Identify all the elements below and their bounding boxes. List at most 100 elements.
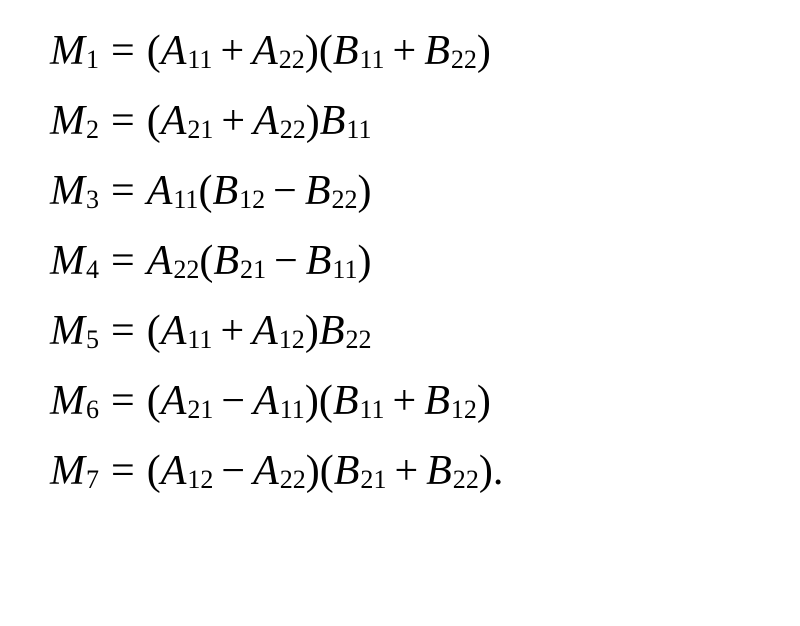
terminal-punct: . (493, 450, 504, 492)
lhs-subscript: 2 (86, 117, 99, 143)
equation-row: M6=(A21−A11)(B11+B12) (50, 380, 750, 422)
term-subscript: 11 (280, 397, 305, 423)
paren-open: ( (147, 100, 161, 142)
term-variable: B (424, 30, 450, 72)
term-variable: B (306, 240, 332, 282)
lhs-variable: M (50, 240, 85, 282)
term-subscript: 11 (332, 257, 357, 283)
equals-sign: = (111, 170, 135, 212)
paren-open: ( (147, 30, 161, 72)
lhs-subscript: 5 (86, 327, 99, 353)
equation-row: M2=(A21+A22)B11 (50, 100, 750, 142)
paren-open: ( (198, 170, 212, 212)
paren-close: ) (305, 310, 319, 352)
term-variable: A (253, 100, 279, 142)
operator: − (274, 240, 298, 282)
term-variable: A (253, 380, 279, 422)
term-variable: B (333, 30, 359, 72)
equation-row: M7=(A12−A22)(B21+B22). (50, 450, 750, 492)
term-variable: A (147, 170, 173, 212)
term-subscript: 22 (280, 467, 306, 493)
term-variable: B (334, 450, 360, 492)
operator: − (221, 380, 245, 422)
term-variable: A (253, 450, 279, 492)
term-subscript: 12 (187, 467, 213, 493)
operator: + (221, 100, 245, 142)
term-subscript: 12 (279, 327, 305, 353)
term-variable: A (161, 450, 187, 492)
paren-close: ) (477, 30, 491, 72)
paren-open: ( (147, 450, 161, 492)
term-variable: A (161, 310, 187, 352)
term-subscript: 11 (346, 117, 371, 143)
term-subscript: 12 (451, 397, 477, 423)
term-subscript: 11 (359, 47, 384, 73)
equals-sign: = (111, 30, 135, 72)
term-variable: A (161, 380, 187, 422)
term-variable: B (319, 310, 345, 352)
paren-open: ( (320, 450, 334, 492)
term-subscript: 22 (345, 327, 371, 353)
lhs-variable: M (50, 310, 85, 352)
operator: + (394, 450, 418, 492)
equals-sign: = (111, 100, 135, 142)
term-subscript: 22 (173, 257, 199, 283)
term-subscript: 22 (280, 117, 306, 143)
equation-row: M1=(A11+A22)(B11+B22) (50, 30, 750, 72)
equals-sign: = (111, 450, 135, 492)
term-variable: B (424, 380, 450, 422)
operator: − (273, 170, 297, 212)
lhs-subscript: 4 (86, 257, 99, 283)
term-variable: A (161, 100, 187, 142)
term-variable: B (213, 240, 239, 282)
lhs-variable: M (50, 380, 85, 422)
lhs-subscript: 1 (86, 47, 99, 73)
operator: + (220, 310, 244, 352)
term-variable: A (161, 30, 187, 72)
term-subscript: 12 (239, 187, 265, 213)
term-variable: A (252, 30, 278, 72)
lhs-variable: M (50, 450, 85, 492)
term-subscript: 22 (279, 47, 305, 73)
term-variable: B (320, 100, 346, 142)
paren-close: ) (358, 240, 372, 282)
lhs-variable: M (50, 100, 85, 142)
equals-sign: = (111, 240, 135, 282)
lhs-subscript: 3 (86, 187, 99, 213)
operator: + (393, 30, 417, 72)
equation-row: M3=A11(B12−B22) (50, 170, 750, 212)
equation-row: M5=(A11+A12)B22 (50, 310, 750, 352)
lhs-subscript: 6 (86, 397, 99, 423)
term-variable: A (252, 310, 278, 352)
paren-open: ( (147, 380, 161, 422)
equation-list: M1=(A11+A22)(B11+B22)M2=(A21+A22)B11M3=A… (50, 30, 750, 492)
paren-close: ) (306, 450, 320, 492)
paren-open: ( (199, 240, 213, 282)
term-subscript: 11 (173, 187, 198, 213)
paren-open: ( (147, 310, 161, 352)
term-variable: B (212, 170, 238, 212)
operator: + (220, 30, 244, 72)
lhs-variable: M (50, 170, 85, 212)
operator: + (393, 380, 417, 422)
term-subscript: 22 (453, 467, 479, 493)
term-variable: A (147, 240, 173, 282)
term-subscript: 21 (187, 397, 213, 423)
equation-row: M4=A22(B21−B11) (50, 240, 750, 282)
term-variable: B (305, 170, 331, 212)
paren-close: ) (479, 450, 493, 492)
equals-sign: = (111, 310, 135, 352)
lhs-variable: M (50, 30, 85, 72)
term-subscript: 11 (187, 47, 212, 73)
term-subscript: 22 (451, 47, 477, 73)
paren-close: ) (477, 380, 491, 422)
term-subscript: 21 (187, 117, 213, 143)
term-subscript: 21 (240, 257, 266, 283)
term-variable: B (333, 380, 359, 422)
paren-close: ) (306, 100, 320, 142)
paren-close: ) (358, 170, 372, 212)
term-subscript: 11 (359, 397, 384, 423)
paren-close: ) (305, 30, 319, 72)
operator: − (221, 450, 245, 492)
term-subscript: 11 (187, 327, 212, 353)
